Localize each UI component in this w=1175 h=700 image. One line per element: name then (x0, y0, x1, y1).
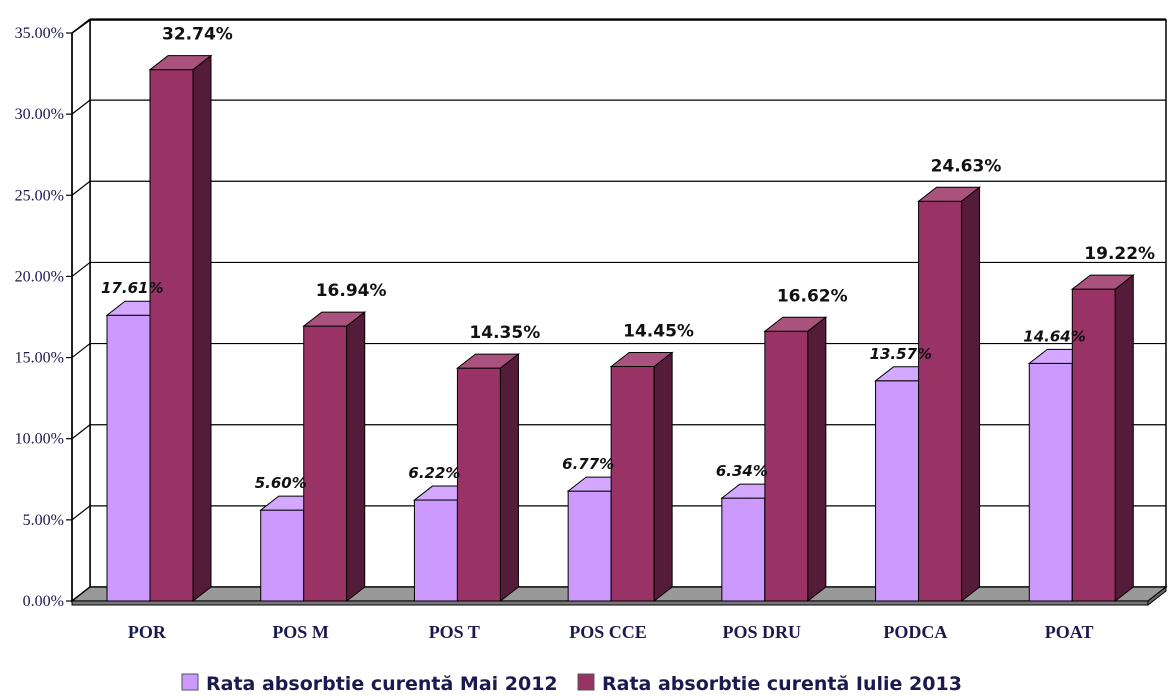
x-axis: POR POS M POS T POS CCE POS DRU PODCA POAT (128, 622, 1094, 642)
bar-side (499, 353, 519, 603)
bar-front (303, 325, 348, 602)
bar-front (610, 365, 655, 602)
bar (609, 351, 674, 603)
data-label: 14.45% (623, 321, 694, 341)
gridlines (71, 18, 1166, 521)
bar-front (875, 380, 920, 602)
gridline-side (71, 180, 91, 196)
bar-front (149, 69, 194, 602)
floor-side (1147, 585, 1167, 607)
y-tick-label: 25.00% (15, 187, 64, 204)
bar (455, 353, 520, 603)
data-label: 16.94% (316, 281, 387, 301)
data-label: 6.22% (408, 464, 460, 482)
data-label: 6.34% (716, 462, 768, 480)
bar (302, 311, 367, 603)
y-tick-label: 15.00% (15, 350, 64, 367)
bar-front (1071, 288, 1116, 602)
gridline-side (71, 261, 91, 277)
category-label: POS CCE (569, 622, 647, 642)
bar-side (653, 351, 673, 603)
bar-front (1028, 362, 1073, 602)
bar-front (764, 330, 809, 602)
category-label: PODCA (883, 622, 947, 642)
bar (763, 316, 828, 603)
category-label: POS T (429, 622, 480, 642)
data-label: 14.64% (1023, 327, 1085, 345)
data-label: 19.22% (1084, 244, 1155, 264)
data-label: 14.35% (469, 323, 540, 343)
bar-front (567, 490, 612, 602)
gridline-side (71, 424, 91, 440)
gridline-side (71, 99, 91, 115)
gridline-side (71, 343, 91, 359)
bar-front (918, 200, 963, 602)
bar-side (346, 311, 366, 603)
gridline-side (71, 505, 91, 521)
category-label: POS DRU (722, 622, 801, 642)
bars (105, 54, 1135, 603)
bar-side (1114, 274, 1134, 603)
bar (1070, 274, 1135, 603)
y-tick-label: 35.00% (15, 25, 64, 42)
y-axis: 0.00% 5.00% 10.00% 15.00% 20.00% 25.00% 30.00%… (15, 25, 73, 610)
data-label: 13.57% (870, 345, 932, 363)
legend-swatch-iulie-2013 (577, 673, 595, 691)
data-label: 17.61% (101, 279, 163, 297)
y-tick-label: 10.00% (15, 431, 64, 448)
data-labels: 17.61% 32.74% 5.60% 16.94% 6.22% 14.35% 6.77% 1… (101, 25, 1155, 492)
data-label: 5.60% (255, 474, 307, 492)
legend-label-iulie-2013: Rata absorbtie curentă Iulie 2013 (602, 673, 962, 695)
data-label: 24.63% (931, 156, 1002, 176)
legend: Rata absorbtie curentă Mai 2012 Rata abs… (181, 673, 962, 695)
legend-swatch-mai-2012 (181, 673, 199, 691)
category-label: POAT (1045, 622, 1094, 642)
gridline-side (71, 18, 91, 34)
category-label: POS M (272, 622, 329, 642)
bar-front (413, 499, 458, 602)
bar-side (807, 316, 827, 603)
bar-side (192, 54, 212, 603)
y-tick-label: 0.00% (23, 593, 64, 610)
bar-front (260, 509, 305, 602)
y-tick-label: 30.00% (15, 106, 64, 123)
data-label: 6.77% (562, 455, 614, 473)
y-tick-label: 5.00% (23, 512, 64, 529)
bar-front (456, 367, 501, 602)
bar-front (106, 314, 151, 602)
category-label: POR (128, 622, 167, 642)
y-tick-label: 20.00% (15, 268, 64, 285)
bar (917, 186, 982, 603)
bar-front (721, 497, 766, 602)
floor-front (71, 600, 1149, 606)
bar (148, 54, 213, 603)
data-label: 32.74% (162, 25, 233, 45)
legend-label-mai-2012: Rata absorbtie curentă Mai 2012 (206, 673, 558, 695)
data-label: 16.62% (777, 286, 848, 306)
bar-side (961, 186, 981, 603)
